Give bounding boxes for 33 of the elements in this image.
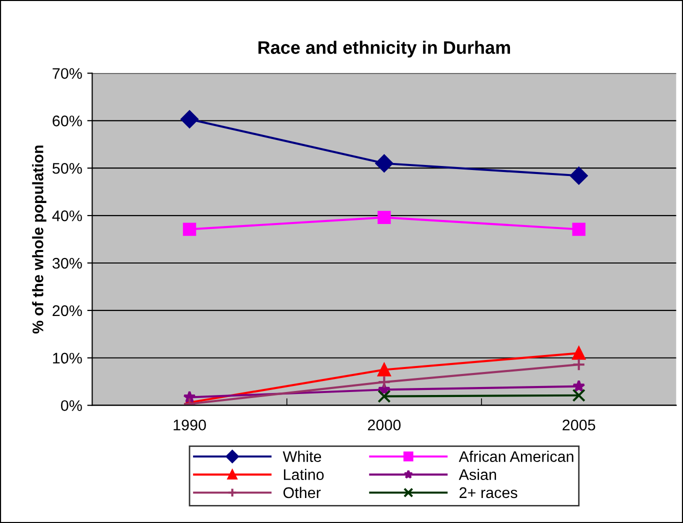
point — [378, 210, 391, 224]
y-tick-label: 20% — [52, 305, 82, 316]
x-tick-label: 2000 — [368, 420, 401, 430]
point — [572, 222, 586, 236]
legend-label: African American — [458, 450, 574, 462]
y-tick-label: 70% — [52, 68, 82, 79]
point — [572, 346, 586, 360]
point — [378, 363, 391, 376]
y-tick-label: 40% — [52, 210, 82, 222]
point — [180, 110, 198, 128]
legend-label: Other — [283, 486, 321, 498]
legend-label: 2+ races — [460, 487, 518, 498]
legend-label: White — [282, 450, 322, 462]
point — [572, 380, 586, 392]
point — [378, 375, 391, 389]
point — [378, 390, 391, 403]
y-axis-title: % of the whole population — [32, 146, 46, 334]
chart-title: Race and ethnicity in Durham — [258, 40, 510, 58]
point — [572, 388, 586, 402]
y-tick-label: 0% — [61, 400, 82, 412]
point — [572, 358, 586, 372]
y-tick-label: 50% — [52, 162, 82, 174]
legend-label: Asian — [458, 468, 496, 480]
x-tick-label: 2005 — [562, 420, 596, 430]
y-tick-label: 60% — [52, 116, 82, 126]
point — [183, 390, 196, 403]
point — [375, 154, 394, 172]
point — [570, 166, 588, 185]
legend-label: Latino — [284, 468, 324, 480]
x-tick-label: 1990 — [174, 420, 206, 430]
y-tick-label: 30% — [52, 258, 82, 269]
point — [182, 222, 196, 236]
y-tick-label: 10% — [53, 352, 82, 364]
